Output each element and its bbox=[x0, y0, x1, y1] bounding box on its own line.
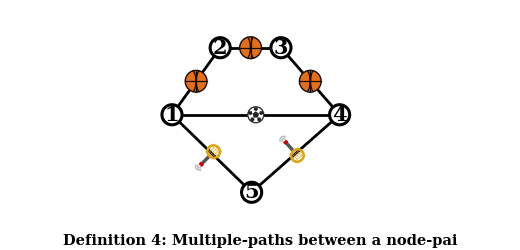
Circle shape bbox=[330, 105, 349, 125]
Circle shape bbox=[210, 38, 230, 58]
Text: Definition 4: Multiple-paths between a node-pai: Definition 4: Multiple-paths between a n… bbox=[63, 234, 457, 247]
Polygon shape bbox=[257, 118, 261, 121]
Polygon shape bbox=[253, 112, 258, 117]
Polygon shape bbox=[259, 112, 263, 115]
Circle shape bbox=[248, 107, 264, 123]
Circle shape bbox=[242, 182, 262, 202]
Polygon shape bbox=[249, 112, 252, 115]
Text: 3: 3 bbox=[274, 38, 288, 58]
Circle shape bbox=[240, 37, 262, 59]
Circle shape bbox=[198, 165, 201, 168]
Polygon shape bbox=[251, 118, 254, 121]
Text: 4: 4 bbox=[332, 105, 347, 125]
Circle shape bbox=[300, 70, 321, 92]
Circle shape bbox=[162, 105, 182, 125]
Text: 1: 1 bbox=[165, 105, 179, 125]
Text: 5: 5 bbox=[244, 182, 259, 202]
Circle shape bbox=[271, 38, 291, 58]
Text: 2: 2 bbox=[213, 38, 228, 58]
Circle shape bbox=[282, 139, 285, 141]
Polygon shape bbox=[254, 108, 258, 111]
Circle shape bbox=[185, 70, 207, 92]
